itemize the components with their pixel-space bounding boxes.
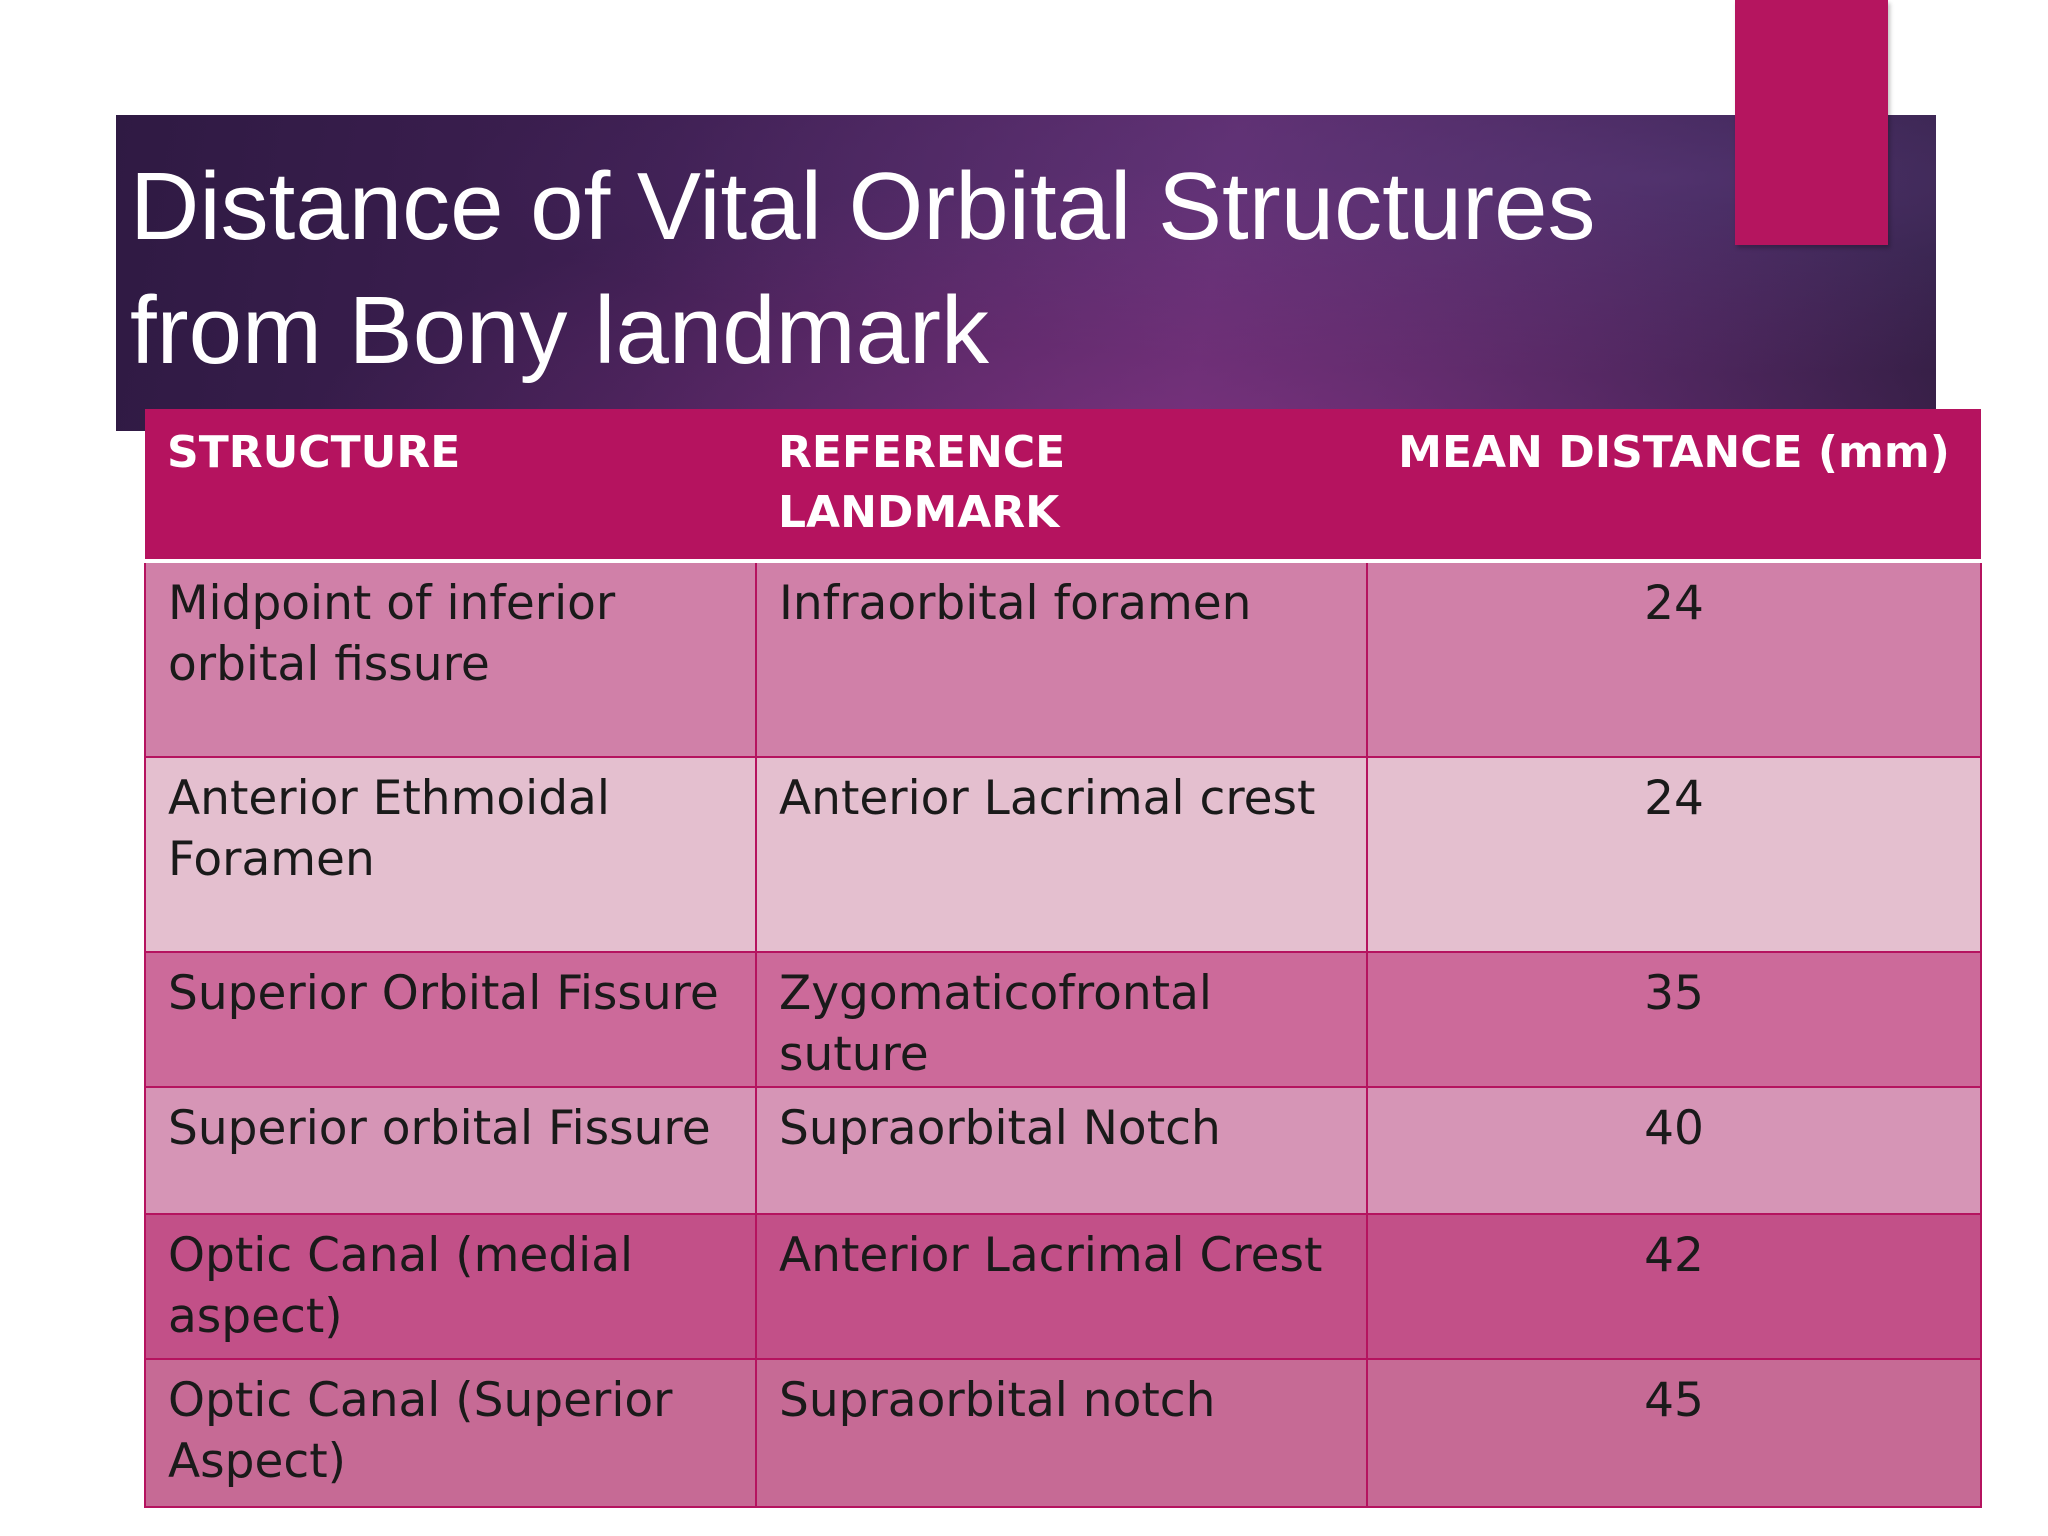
cell-landmark: Zygomaticofrontal suture — [755, 951, 1368, 1088]
cell-structure: Optic Canal (medial aspect) — [144, 1213, 757, 1360]
cell-structure: Superior orbital Fissure — [144, 1086, 757, 1215]
table-row: Superior orbital Fissure Supraorbital No… — [144, 1086, 1982, 1215]
header-reference-landmark: REFERENCE LANDMARK — [756, 409, 1367, 563]
table-row: Superior Orbital Fissure Zygomaticofront… — [144, 951, 1982, 1088]
cell-distance: 45 — [1366, 1358, 1982, 1508]
slide-title-line-1: Distance of Vital Orbital Structures — [130, 153, 1596, 260]
cell-landmark: Anterior Lacrimal crest — [755, 756, 1368, 953]
cell-structure: Superior Orbital Fissure — [144, 951, 757, 1088]
table-row: Optic Canal (medial aspect) Anterior Lac… — [144, 1213, 1982, 1360]
header-structure: STRUCTURE — [145, 409, 756, 563]
cell-distance: 24 — [1366, 756, 1982, 953]
table-row: Optic Canal (Superior Aspect) Supraorbit… — [144, 1358, 1982, 1508]
slide-title-line-2: from Bony landmark — [130, 277, 989, 384]
cell-landmark: Supraorbital notch — [755, 1358, 1368, 1508]
slide-title: Distance of Vital Orbital Structures fro… — [130, 145, 1710, 393]
title-band — [116, 115, 1936, 431]
distance-table-container: STRUCTURE REFERENCE LANDMARK MEAN DISTAN… — [144, 409, 1982, 1508]
cell-structure: Anterior Ethmoidal Foramen — [144, 756, 757, 953]
cell-distance: 35 — [1366, 951, 1982, 1088]
cell-landmark: Anterior Lacrimal Crest — [755, 1213, 1368, 1360]
cell-landmark: Infraorbital foramen — [755, 560, 1368, 758]
cell-structure: Optic Canal (Superior Aspect) — [144, 1358, 757, 1508]
cell-distance: 40 — [1366, 1086, 1982, 1215]
cell-landmark: Supraorbital Notch — [755, 1086, 1368, 1215]
table-row: Anterior Ethmoidal Foramen Anterior Lacr… — [144, 756, 1982, 953]
distance-table: STRUCTURE REFERENCE LANDMARK MEAN DISTAN… — [144, 409, 1982, 1508]
table-header-row: STRUCTURE REFERENCE LANDMARK MEAN DISTAN… — [145, 409, 1981, 563]
cell-distance: 24 — [1366, 560, 1982, 758]
header-mean-distance: MEAN DISTANCE (mm) — [1367, 409, 1981, 563]
table-row: Midpoint of inferior orbital fissure Inf… — [144, 560, 1982, 758]
cell-distance: 42 — [1366, 1213, 1982, 1360]
accent-block — [1735, 0, 1888, 245]
cell-structure: Midpoint of inferior orbital fissure — [144, 560, 757, 758]
